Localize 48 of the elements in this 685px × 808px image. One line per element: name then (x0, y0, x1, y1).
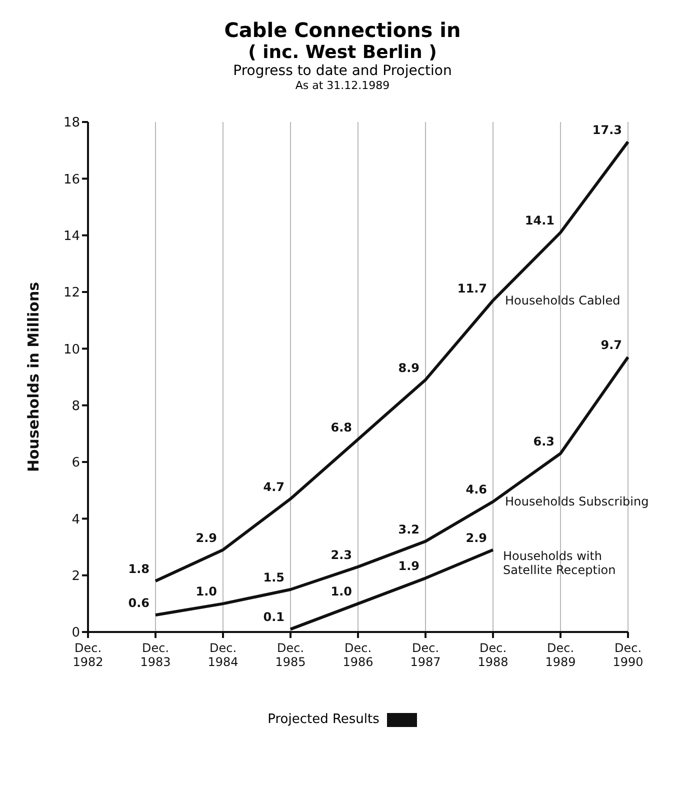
data-label: 1.8 (128, 562, 150, 576)
data-label: 1.0 (196, 584, 217, 599)
text: Projected Results (268, 712, 380, 727)
data-label: 8.9 (398, 360, 420, 375)
chart-subtitle: ( inc. West Berlin ) (247, 42, 438, 63)
y-axis-title: Households in Millions (24, 282, 42, 472)
y-tick-label: 8 (72, 398, 80, 414)
text: As at 31.12.1989 (294, 79, 391, 92)
series-label: Households Subscribing (505, 494, 649, 509)
x-tick-label: Dec. 1989 (545, 641, 576, 669)
data-label: 11.7 (457, 282, 487, 296)
data-label: 14.1 (524, 214, 554, 228)
x-tick-label: Dec. 1987 (410, 641, 441, 669)
y-tick-label: 0 (72, 626, 80, 641)
x-tick-label: Dec. 1990 (612, 641, 644, 669)
data-label: 17.3 (592, 122, 622, 137)
data-label: 6.8 (330, 420, 352, 434)
y-tick-label: 18 (63, 116, 80, 131)
data-label: 6.3 (533, 434, 554, 448)
text: Progress to date and Projection (232, 63, 453, 79)
y-tick-label: 14 (63, 228, 80, 244)
y-tick-label: 16 (63, 172, 80, 188)
data-label: 0.1 (263, 610, 284, 624)
x-tick-label: Dec. 1983 (140, 641, 171, 669)
x-tick-label: Dec. 1986 (342, 641, 374, 669)
data-label: 2.9 (196, 530, 217, 545)
chart-title: Cable Connections in (223, 18, 462, 42)
data-label: 1.0 (330, 584, 352, 599)
data-label: 3.2 (398, 522, 420, 536)
data-label: 4.6 (466, 482, 487, 497)
x-tick-label: Dec. 1984 (208, 641, 238, 669)
series-label: Households Cabled (505, 294, 620, 308)
data-label: 2.9 (466, 530, 487, 545)
y-tick-label: 10 (63, 342, 80, 358)
data-label: 4.7 (263, 480, 284, 494)
data-label: 2.3 (330, 548, 352, 562)
y-tick-label: 4 (72, 512, 80, 528)
x-tick-label: Dec. 1985 (275, 641, 306, 669)
data-label: 0.6 (128, 596, 150, 610)
data-label: 1.9 (398, 559, 420, 574)
data-label: 9.7 (600, 338, 622, 352)
data-label: 1.5 (263, 570, 284, 584)
series-label: Households with Satellite Reception (503, 548, 616, 577)
x-tick-label: Dec. 1988 (478, 641, 508, 669)
y-tick-label: 2 (72, 568, 80, 584)
x-tick-label: Dec. 1982 (72, 641, 104, 669)
y-tick-label: 12 (63, 286, 80, 301)
y-tick-label: 6 (72, 456, 80, 471)
